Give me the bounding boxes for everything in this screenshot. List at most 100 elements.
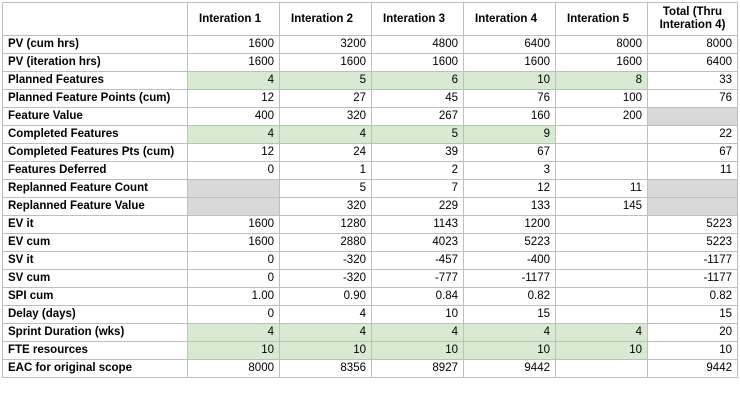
table-cell[interactable]: 9442 <box>647 359 738 378</box>
table-cell[interactable]: 4 <box>187 71 280 90</box>
table-cell[interactable]: 6 <box>371 71 464 90</box>
table-cell[interactable]: 1200 <box>463 215 556 234</box>
table-cell[interactable]: 1600 <box>187 53 280 72</box>
table-cell[interactable]: 11 <box>555 179 648 198</box>
row-label[interactable]: Features Deferred <box>2 161 188 180</box>
table-cell[interactable]: 10 <box>371 305 464 324</box>
table-cell[interactable]: 1280 <box>279 215 372 234</box>
row-label[interactable]: EV cum <box>2 233 188 252</box>
table-cell[interactable]: 6400 <box>647 53 738 72</box>
table-cell[interactable]: 0.82 <box>647 287 738 306</box>
table-cell[interactable]: 4800 <box>371 35 464 54</box>
row-label[interactable]: SPI cum <box>2 287 188 306</box>
table-cell[interactable]: 33 <box>647 71 738 90</box>
table-cell[interactable]: 5223 <box>647 215 738 234</box>
table-cell[interactable]: 9 <box>463 125 556 144</box>
table-cell[interactable]: 12 <box>187 143 280 162</box>
table-cell[interactable]: 4023 <box>371 233 464 252</box>
header-cell-iteration-4[interactable]: Interation 4 <box>463 2 556 36</box>
table-cell[interactable]: 4 <box>279 305 372 324</box>
table-cell[interactable]: 0 <box>187 161 280 180</box>
table-cell[interactable]: 0.84 <box>371 287 464 306</box>
table-cell[interactable]: 0 <box>187 269 280 288</box>
table-cell[interactable]: 1 <box>279 161 372 180</box>
row-label[interactable]: Feature Value <box>2 107 188 126</box>
table-cell[interactable]: 4 <box>187 125 280 144</box>
table-cell[interactable]: -320 <box>279 251 372 270</box>
row-label[interactable]: SV it <box>2 251 188 270</box>
table-cell[interactable]: 0 <box>187 251 280 270</box>
table-cell[interactable] <box>555 269 648 288</box>
row-label[interactable]: Replanned Feature Count <box>2 179 188 198</box>
table-cell[interactable]: 200 <box>555 107 648 126</box>
table-cell[interactable]: 1600 <box>371 53 464 72</box>
table-cell[interactable] <box>555 125 648 144</box>
row-label[interactable]: Replanned Feature Value <box>2 197 188 216</box>
table-cell[interactable]: 1600 <box>555 53 648 72</box>
header-cell-total[interactable]: Total (Thru Interation 4) <box>647 2 738 36</box>
table-cell[interactable] <box>555 143 648 162</box>
table-cell[interactable]: 5 <box>279 71 372 90</box>
table-cell[interactable] <box>555 287 648 306</box>
table-cell[interactable]: 8 <box>555 71 648 90</box>
table-cell[interactable]: 10 <box>371 341 464 360</box>
table-cell[interactable] <box>647 179 738 198</box>
table-cell[interactable]: 100 <box>555 89 648 108</box>
table-cell[interactable]: 15 <box>463 305 556 324</box>
table-cell[interactable]: -777 <box>371 269 464 288</box>
table-cell[interactable]: 8000 <box>555 35 648 54</box>
table-cell[interactable]: 2 <box>371 161 464 180</box>
row-label[interactable]: Completed Features Pts (cum) <box>2 143 188 162</box>
header-cell-iteration-3[interactable]: Interation 3 <box>371 2 464 36</box>
table-cell[interactable]: 5223 <box>647 233 738 252</box>
row-label[interactable]: Delay (days) <box>2 305 188 324</box>
row-label[interactable]: SV cum <box>2 269 188 288</box>
table-cell[interactable]: 229 <box>371 197 464 216</box>
table-cell[interactable]: 4 <box>187 323 280 342</box>
row-label[interactable]: Sprint Duration (wks) <box>2 323 188 342</box>
table-cell[interactable]: 1600 <box>187 35 280 54</box>
table-cell[interactable] <box>647 197 738 216</box>
table-cell[interactable]: -1177 <box>463 269 556 288</box>
table-cell[interactable]: 24 <box>279 143 372 162</box>
table-cell[interactable]: 400 <box>187 107 280 126</box>
table-cell[interactable]: 4 <box>463 323 556 342</box>
table-cell[interactable]: 1143 <box>371 215 464 234</box>
table-cell[interactable]: 1600 <box>463 53 556 72</box>
table-cell[interactable]: 10 <box>187 341 280 360</box>
table-cell[interactable]: 3200 <box>279 35 372 54</box>
table-cell[interactable]: -320 <box>279 269 372 288</box>
table-cell[interactable]: 9442 <box>463 359 556 378</box>
table-cell[interactable]: 3 <box>463 161 556 180</box>
table-cell[interactable]: 5 <box>371 125 464 144</box>
table-cell[interactable]: 5223 <box>463 233 556 252</box>
table-cell[interactable]: 12 <box>187 89 280 108</box>
table-cell[interactable]: 4 <box>555 323 648 342</box>
table-cell[interactable]: 45 <box>371 89 464 108</box>
table-cell[interactable]: 15 <box>647 305 738 324</box>
table-cell[interactable]: 39 <box>371 143 464 162</box>
table-cell[interactable]: 145 <box>555 197 648 216</box>
table-cell[interactable]: 22 <box>647 125 738 144</box>
table-cell[interactable]: 5 <box>279 179 372 198</box>
table-cell[interactable]: 4 <box>371 323 464 342</box>
table-cell[interactable]: 267 <box>371 107 464 126</box>
table-cell[interactable]: 10 <box>463 71 556 90</box>
row-label[interactable]: EAC for original scope <box>2 359 188 378</box>
table-cell[interactable]: 133 <box>463 197 556 216</box>
table-cell[interactable]: 8356 <box>279 359 372 378</box>
table-cell[interactable]: 1600 <box>279 53 372 72</box>
table-cell[interactable]: 320 <box>279 107 372 126</box>
table-cell[interactable] <box>555 251 648 270</box>
table-cell[interactable]: -400 <box>463 251 556 270</box>
table-cell[interactable]: 12 <box>463 179 556 198</box>
table-cell[interactable] <box>555 215 648 234</box>
table-cell[interactable] <box>555 233 648 252</box>
table-cell[interactable]: 10 <box>463 341 556 360</box>
table-cell[interactable]: 8000 <box>647 35 738 54</box>
row-label[interactable]: Planned Feature Points (cum) <box>2 89 188 108</box>
table-cell[interactable] <box>187 197 280 216</box>
table-cell[interactable]: 10 <box>647 341 738 360</box>
table-cell[interactable]: 1600 <box>187 215 280 234</box>
row-label[interactable]: Completed Features <box>2 125 188 144</box>
